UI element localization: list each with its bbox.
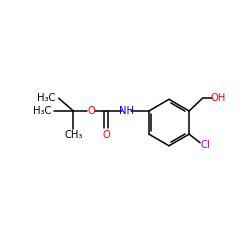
Text: H₃C: H₃C <box>37 93 56 103</box>
Text: Cl: Cl <box>200 140 210 150</box>
Text: OH: OH <box>211 93 226 103</box>
Text: H₃C: H₃C <box>33 106 51 116</box>
Text: NH: NH <box>120 106 134 116</box>
Text: CH₃: CH₃ <box>64 130 82 140</box>
Text: O: O <box>87 106 95 116</box>
Text: O: O <box>102 130 110 140</box>
